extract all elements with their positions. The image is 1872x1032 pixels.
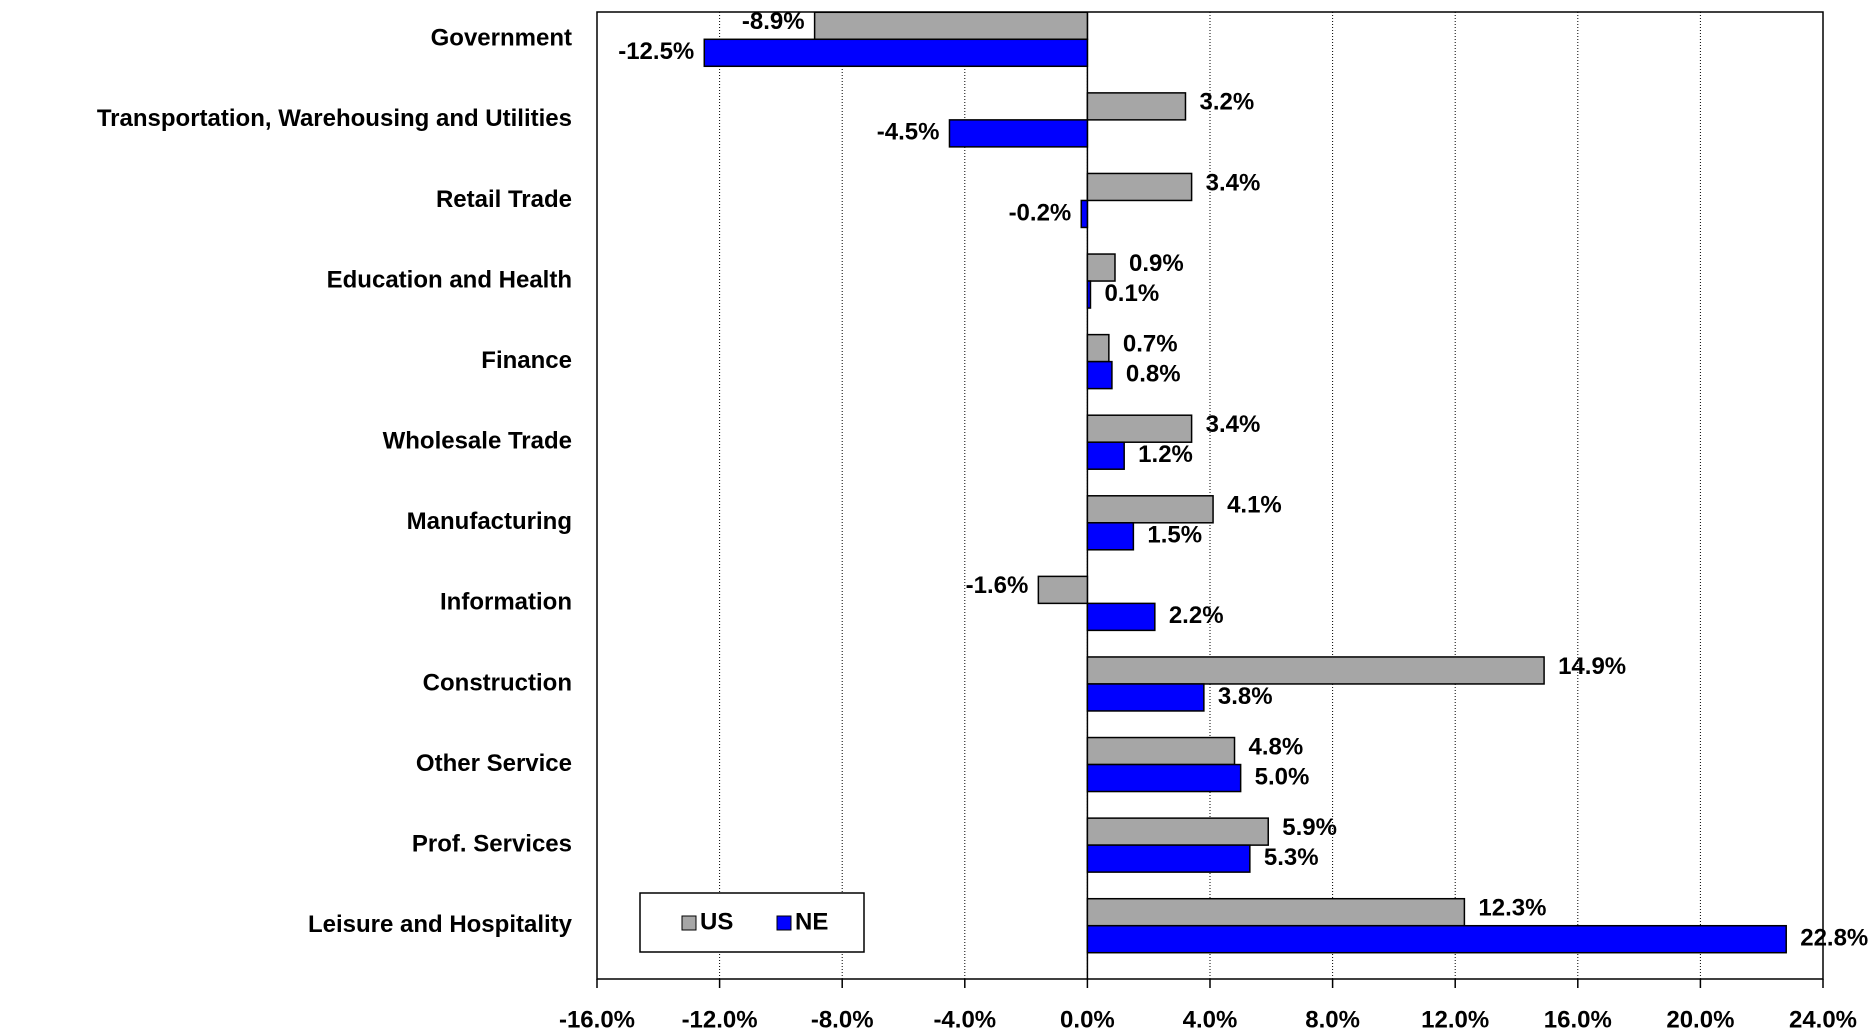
value-label: 0.7% (1123, 330, 1178, 357)
x-tick-label: -4.0% (933, 1006, 996, 1032)
x-tick-label: 20.0% (1666, 1006, 1734, 1032)
x-tick-label: 0.0% (1060, 1006, 1115, 1032)
value-label: -0.2% (1009, 199, 1072, 226)
bar (1086, 924, 1787, 954)
y-tick-label: Transportation, Warehousing and Utilitie… (97, 105, 572, 132)
x-tick-label: -8.0% (811, 1006, 874, 1032)
value-label: 12.3% (1478, 895, 1546, 922)
bar (813, 11, 1089, 41)
value-label: 3.8% (1218, 683, 1273, 710)
bar (1086, 736, 1236, 766)
value-label: 1.5% (1147, 522, 1202, 549)
value-label: -4.5% (877, 119, 940, 146)
value-label: 0.9% (1129, 250, 1184, 277)
x-tick-label: 8.0% (1305, 1006, 1360, 1032)
y-tick-label: Leisure and Hospitality (308, 911, 573, 938)
value-label: 4.1% (1227, 492, 1282, 519)
bar (1080, 199, 1089, 229)
bar (1086, 763, 1242, 793)
bar (1086, 360, 1113, 390)
legend-swatch (776, 915, 792, 931)
bar (1086, 172, 1193, 202)
value-label: 5.9% (1282, 814, 1337, 841)
bar (1037, 575, 1089, 605)
legend-swatch (681, 915, 697, 931)
value-label: 1.2% (1138, 441, 1193, 468)
value-label: 2.2% (1169, 602, 1224, 629)
bar (1086, 280, 1092, 309)
bar (1086, 844, 1251, 873)
bar (1086, 495, 1214, 524)
y-tick-label: Manufacturing (407, 508, 572, 535)
bar (1086, 602, 1156, 632)
x-tick-label: 4.0% (1183, 1006, 1238, 1032)
value-label: 0.8% (1126, 360, 1181, 387)
value-label: 3.4% (1206, 169, 1261, 196)
value-label: -8.9% (742, 8, 805, 35)
bar (1086, 683, 1205, 712)
bar (1086, 92, 1187, 121)
x-tick-label: 16.0% (1544, 1006, 1612, 1032)
value-label: 5.3% (1264, 844, 1319, 871)
legend-label: US (700, 908, 733, 935)
x-tick-label: -12.0% (682, 1006, 758, 1032)
y-tick-label: Prof. Services (412, 830, 572, 857)
x-tick-label: 24.0% (1789, 1006, 1857, 1032)
value-label: 3.4% (1206, 411, 1261, 438)
value-label: 14.9% (1558, 653, 1626, 680)
x-tick-label: 12.0% (1421, 1006, 1489, 1032)
value-label: 22.8% (1800, 925, 1868, 952)
bar (1086, 414, 1193, 443)
bar (703, 38, 1089, 68)
x-tick-label: -16.0% (559, 1006, 635, 1032)
value-label: -12.5% (618, 38, 694, 65)
value-label: 0.1% (1104, 280, 1159, 307)
bar (1086, 441, 1125, 470)
y-tick-label: Education and Health (327, 266, 572, 293)
bar (1086, 656, 1545, 685)
y-tick-label: Information (440, 589, 572, 616)
y-tick-label: Finance (481, 347, 572, 374)
bar (1086, 253, 1116, 282)
value-label: 5.0% (1255, 763, 1310, 790)
y-tick-label: Retail Trade (436, 186, 572, 213)
bar (948, 119, 1089, 148)
y-tick-label: Construction (423, 669, 572, 696)
bar (1086, 522, 1135, 551)
value-label: 4.8% (1249, 733, 1304, 760)
bar (1086, 333, 1110, 363)
bar (1086, 897, 1466, 927)
value-label: 3.2% (1199, 89, 1254, 116)
value-label: -1.6% (966, 572, 1029, 599)
legend-box (639, 892, 865, 953)
bar (1086, 817, 1269, 846)
y-tick-label: Government (431, 25, 572, 52)
legend-label: NE (795, 908, 828, 935)
plot-frame (596, 11, 1824, 980)
y-tick-label: Other Service (416, 750, 572, 777)
y-tick-label: Wholesale Trade (383, 428, 572, 455)
